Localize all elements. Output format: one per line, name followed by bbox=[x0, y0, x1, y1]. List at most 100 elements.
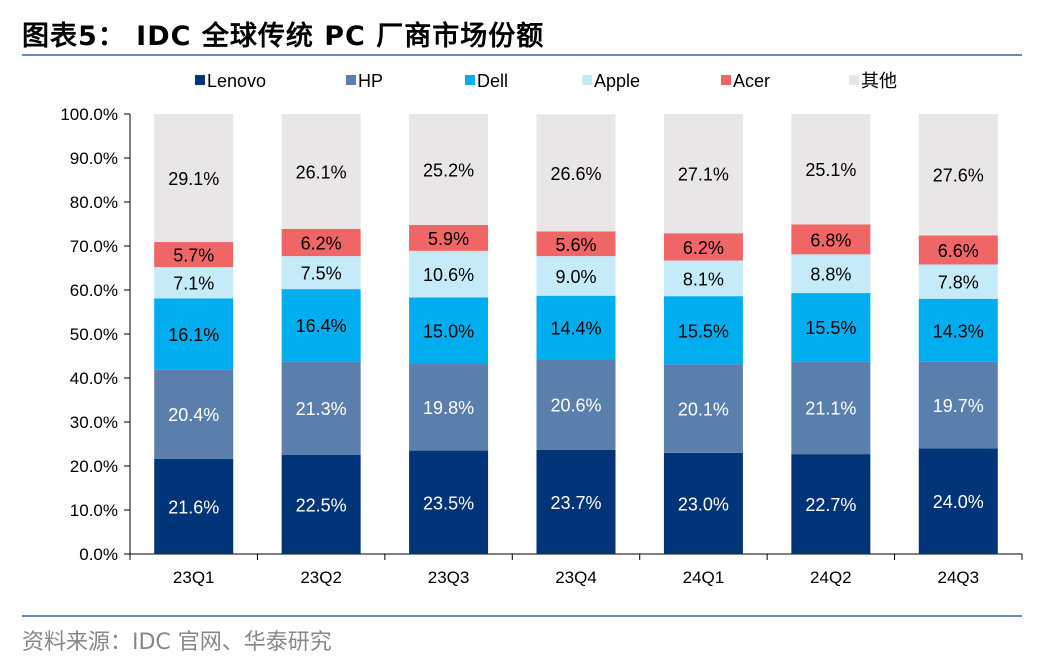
legend-label-hp: HP bbox=[358, 71, 383, 91]
y-tick-label: 100.0% bbox=[60, 105, 118, 124]
bar-23q3-dell bbox=[409, 297, 489, 364]
legend-label-acer: Acer bbox=[733, 71, 770, 91]
x-tick-label: 23Q1 bbox=[173, 568, 215, 587]
data-label: 5.7% bbox=[173, 246, 214, 266]
data-label: 21.6% bbox=[168, 497, 219, 517]
bar-23q2-dell bbox=[281, 289, 361, 362]
data-label: 15.0% bbox=[423, 321, 474, 341]
data-label: 6.2% bbox=[301, 233, 342, 253]
bar-23q1-lenovo bbox=[154, 458, 234, 554]
data-label: 25.1% bbox=[805, 160, 856, 180]
bar-24q2-hp bbox=[791, 361, 871, 455]
y-tick-label: 30.0% bbox=[70, 413, 118, 432]
x-tick-label: 24Q1 bbox=[683, 568, 725, 587]
data-label: 7.1% bbox=[173, 274, 214, 294]
y-tick-label: 20.0% bbox=[70, 457, 118, 476]
data-label: 5.9% bbox=[428, 229, 469, 249]
data-label: 23.0% bbox=[678, 494, 729, 514]
data-label: 8.1% bbox=[683, 269, 724, 289]
bar-23q2-hp bbox=[281, 361, 361, 455]
footer-divider bbox=[22, 615, 1022, 617]
bar-24q3-lenovo bbox=[918, 448, 998, 554]
data-label: 27.6% bbox=[933, 166, 984, 186]
data-label: 16.1% bbox=[168, 325, 219, 345]
legend-label-lenovo: Lenovo bbox=[207, 71, 266, 91]
data-label: 6.2% bbox=[683, 238, 724, 258]
bar-24q2-apple bbox=[791, 254, 871, 294]
y-tick-label: 10.0% bbox=[70, 501, 118, 520]
x-tick-label: 23Q2 bbox=[300, 568, 342, 587]
legend-swatch-acer bbox=[721, 75, 731, 85]
bar-24q3-acer bbox=[918, 235, 998, 265]
legend-label-dell: Dell bbox=[477, 71, 508, 91]
data-label: 20.4% bbox=[168, 405, 219, 425]
data-label: 22.5% bbox=[296, 496, 347, 516]
data-label: 6.6% bbox=[938, 241, 979, 261]
title-divider bbox=[22, 54, 1022, 56]
y-tick-label: 80.0% bbox=[70, 193, 118, 212]
bar-23q2-其他 bbox=[281, 114, 361, 229]
x-tick-label: 23Q3 bbox=[428, 568, 470, 587]
data-label: 8.8% bbox=[810, 265, 851, 285]
bar-23q3-其他 bbox=[409, 114, 489, 225]
data-label: 23.5% bbox=[423, 493, 474, 513]
data-label: 16.4% bbox=[296, 316, 347, 336]
bar-23q1-acer bbox=[154, 242, 234, 268]
bar-24q1-lenovo bbox=[663, 452, 743, 554]
x-tick-label: 24Q2 bbox=[810, 568, 852, 587]
bar-24q1-acer bbox=[663, 233, 743, 261]
data-label: 27.1% bbox=[678, 165, 729, 185]
data-label: 5.6% bbox=[555, 235, 596, 255]
source-note: 资料来源：IDC 官网、华泰研究 bbox=[22, 630, 332, 655]
bar-24q2-acer bbox=[791, 224, 871, 255]
bar-23q4-lenovo bbox=[536, 449, 616, 554]
y-tick-label: 60.0% bbox=[70, 281, 118, 300]
data-label: 15.5% bbox=[678, 321, 729, 341]
data-label: 26.6% bbox=[550, 164, 601, 184]
data-label: 26.1% bbox=[296, 162, 347, 182]
data-label: 15.5% bbox=[805, 318, 856, 338]
data-label: 20.6% bbox=[550, 395, 601, 415]
legend-label-apple: Apple bbox=[594, 71, 640, 91]
y-tick-label: 0.0% bbox=[79, 545, 118, 564]
data-label: 21.3% bbox=[296, 399, 347, 419]
data-label: 9.0% bbox=[555, 267, 596, 287]
bar-23q1-其他 bbox=[154, 114, 234, 243]
bar-23q1-apple bbox=[154, 267, 234, 299]
data-label: 24.0% bbox=[933, 492, 984, 512]
legend-swatch-其他 bbox=[849, 75, 859, 85]
bar-24q1-apple bbox=[663, 260, 743, 297]
data-label: 29.1% bbox=[168, 169, 219, 189]
y-tick-label: 70.0% bbox=[70, 237, 118, 256]
data-label: 19.8% bbox=[423, 398, 474, 418]
legend-swatch-lenovo bbox=[195, 75, 205, 85]
legend-swatch-hp bbox=[346, 75, 356, 85]
data-label: 14.4% bbox=[550, 318, 601, 338]
legend-swatch-dell bbox=[465, 75, 475, 85]
x-tick-label: 23Q4 bbox=[555, 568, 597, 587]
y-tick-label: 50.0% bbox=[70, 325, 118, 344]
bar-24q1-其他 bbox=[663, 114, 743, 234]
bar-24q3-dell bbox=[918, 298, 998, 362]
bar-23q4-dell bbox=[536, 295, 616, 360]
bar-24q1-dell bbox=[663, 296, 743, 365]
y-tick-label: 90.0% bbox=[70, 149, 118, 168]
data-label: 23.7% bbox=[550, 493, 601, 513]
bar-24q2-其他 bbox=[791, 114, 871, 225]
bar-23q4-其他 bbox=[536, 114, 616, 232]
data-label: 21.1% bbox=[805, 399, 856, 419]
bar-24q1-hp bbox=[663, 364, 743, 453]
data-label: 20.1% bbox=[678, 400, 729, 420]
bar-23q3-apple bbox=[409, 250, 489, 298]
data-label: 19.7% bbox=[933, 396, 984, 416]
bar-24q3-hp bbox=[918, 361, 998, 449]
y-tick-label: 40.0% bbox=[70, 369, 118, 388]
bar-23q3-lenovo bbox=[409, 450, 489, 554]
data-label: 14.3% bbox=[933, 321, 984, 341]
bar-23q2-acer bbox=[281, 228, 361, 257]
bar-23q4-apple bbox=[536, 256, 616, 296]
bar-23q3-acer bbox=[409, 224, 489, 251]
data-label: 6.8% bbox=[810, 230, 851, 250]
bar-23q3-hp bbox=[409, 363, 489, 451]
